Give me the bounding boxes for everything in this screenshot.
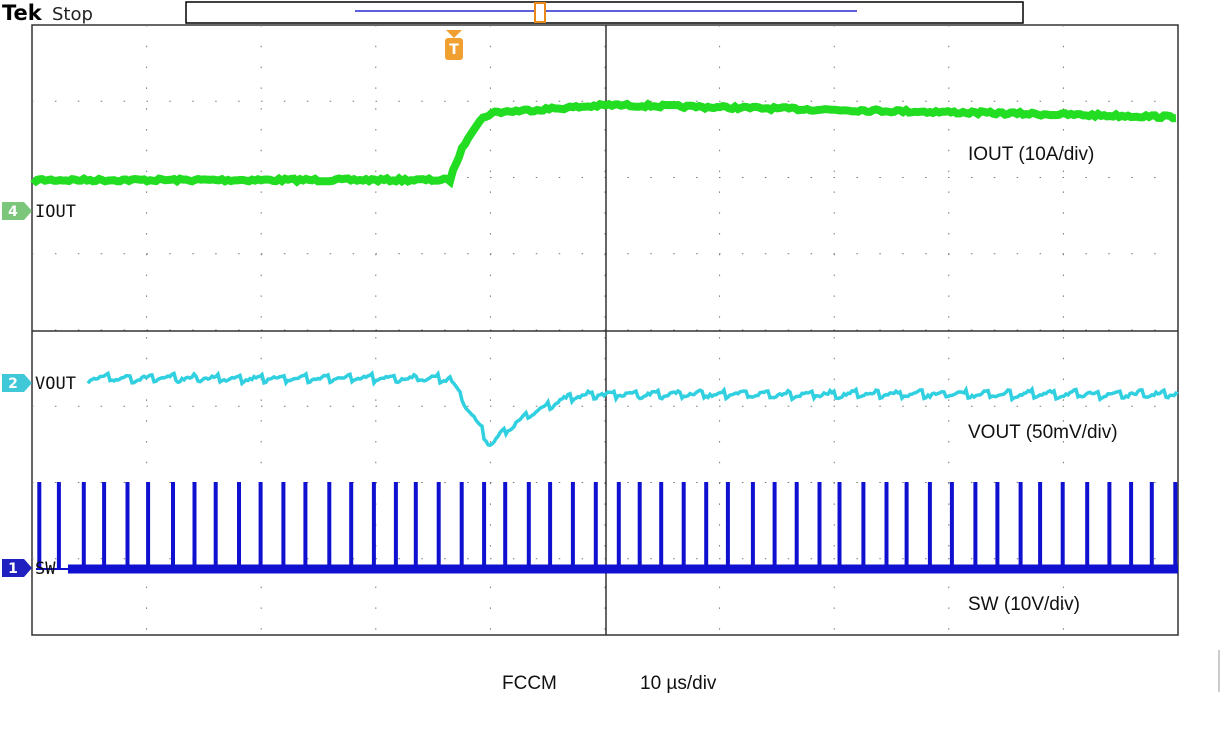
sw-pulse <box>995 482 1000 569</box>
sw-pulse <box>637 482 642 569</box>
sw-pulse <box>1038 482 1043 569</box>
sw-pulse <box>349 482 354 569</box>
sw-pulse <box>904 482 909 569</box>
channel-label: IOUT <box>35 202 76 222</box>
sw-pulse <box>482 482 487 569</box>
brand: Tek <box>2 1 43 25</box>
channel-badge <box>2 202 32 220</box>
record-bar <box>185 1 1024 24</box>
sw-pulse <box>1129 482 1134 569</box>
sw-pulse <box>171 482 175 569</box>
sw-pulse <box>258 482 263 569</box>
sw-pulse <box>327 482 332 569</box>
scale-label: VOUT (50mV/div) <box>968 422 1118 443</box>
sw-pulse <box>459 482 464 569</box>
sw-pulse <box>146 482 151 569</box>
sw-pulse <box>436 482 441 569</box>
channel-label: SW <box>35 559 56 579</box>
sw-pulse <box>927 482 932 569</box>
sw-pulse <box>1173 482 1178 569</box>
sw-pulse <box>1060 482 1065 569</box>
sw-pulse <box>725 482 730 569</box>
channel-label: VOUT <box>35 374 76 394</box>
sw-pulse <box>750 482 755 569</box>
sw-pulse <box>413 482 418 569</box>
sw-pulse <box>192 482 197 569</box>
sw-pulse <box>213 482 218 569</box>
sw-pulse <box>861 482 866 569</box>
timebase-label: 10 µs/div <box>640 673 717 694</box>
status: Stop <box>52 4 93 25</box>
vout-trace <box>86 369 1179 448</box>
sw-pulse <box>973 482 978 569</box>
sw-pulse <box>303 482 308 569</box>
sw-pulse <box>884 482 889 569</box>
sw-pulse <box>393 482 398 569</box>
sw-pulse <box>81 482 86 569</box>
channel-badge <box>2 374 32 392</box>
sw-pulse <box>593 482 598 569</box>
trigger-label: T <box>449 42 459 58</box>
scale-label: IOUT (10A/div) <box>968 144 1094 165</box>
sw-pulse <box>1149 482 1154 569</box>
sw-pulse <box>817 482 822 569</box>
sw-pulse <box>548 482 553 569</box>
sw-pulse <box>837 482 842 569</box>
mode-label: FCCM <box>502 673 557 694</box>
sw-pulse <box>503 482 508 569</box>
sw-pulse <box>570 482 575 569</box>
sw-pulse <box>37 482 42 569</box>
sw-pulse <box>1085 482 1090 569</box>
sw-pulse <box>237 482 241 569</box>
iout-trace <box>30 99 1177 189</box>
sw-pulse <box>772 482 777 569</box>
trigger-marker <box>445 38 463 60</box>
sw-pulse <box>681 482 686 569</box>
waveforms <box>30 99 1179 574</box>
record-trigger <box>534 2 546 23</box>
channel-number: 2 <box>8 376 18 392</box>
scale-label: SW (10V/div) <box>968 594 1080 615</box>
sw-pulse <box>616 482 621 569</box>
trigger-arrow <box>446 30 462 38</box>
sw-pulse <box>102 482 107 569</box>
sw-pulse <box>704 482 709 569</box>
sw-pulse <box>794 482 799 569</box>
sw-pulse <box>125 482 130 569</box>
sw-pulse <box>949 482 954 569</box>
sw-pulse <box>281 482 286 569</box>
sw-pulse <box>526 482 531 569</box>
sw-pulse <box>371 482 376 569</box>
sw-pulse <box>1107 482 1112 569</box>
sw-pulse <box>1018 482 1023 569</box>
channel-number: 1 <box>8 561 18 577</box>
channel-markers: 4 IOUT 2 VOUT 1 SW <box>2 202 76 579</box>
sw-pulse <box>56 482 61 569</box>
channel-badge <box>2 559 32 577</box>
channel-number: 4 <box>8 204 18 220</box>
sw-pulse <box>659 482 664 569</box>
